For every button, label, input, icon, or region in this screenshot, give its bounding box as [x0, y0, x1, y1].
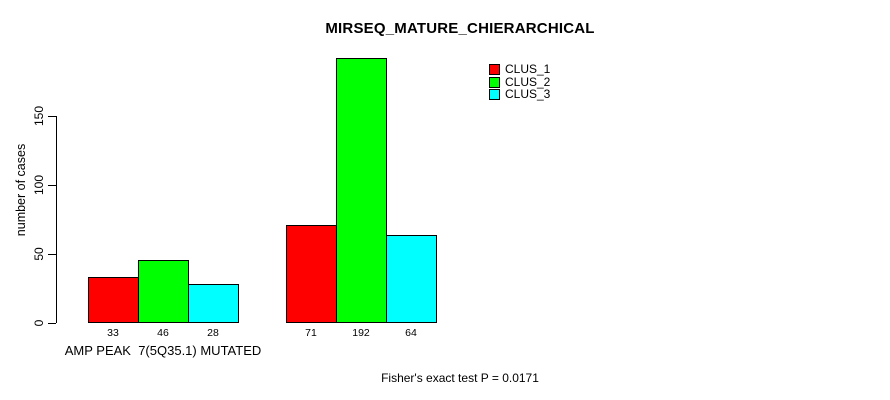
bar-clus_2-group1	[138, 260, 189, 323]
bar-value-label: 33	[107, 327, 119, 339]
bar-clus_2-group2	[336, 58, 387, 323]
y-tick-label: 100	[32, 174, 46, 196]
y-tick-label: 0	[32, 319, 46, 327]
y-tick-mark	[48, 184, 56, 186]
y-tick-mark	[48, 253, 56, 255]
y-tick-label: 150	[32, 105, 46, 127]
bar-value-label: 71	[305, 327, 317, 339]
legend-label: CLUS_1	[505, 62, 551, 76]
bar-clus_1-group2	[286, 225, 337, 323]
bar-value-label: 64	[405, 327, 417, 339]
y-tick-label: 50	[32, 247, 46, 261]
legend-swatch-clus_2	[489, 76, 500, 88]
x-axis-group-label: AMP PEAK 7(5Q35.1) MUTATED	[64, 343, 262, 358]
bar-clus_1-group1	[88, 277, 139, 323]
y-axis-line	[56, 116, 57, 323]
bar-clus_3-group1	[188, 284, 239, 323]
bar-clus_3-group2	[386, 235, 437, 323]
legend-swatch-clus_1	[489, 64, 500, 75]
y-axis-title: number of cases	[14, 143, 28, 237]
bar-value-label: 46	[157, 327, 169, 339]
y-tick-mark	[48, 115, 56, 117]
y-tick-mark	[48, 322, 56, 324]
fisher-test-note: Fisher's exact test P = 0.0171	[381, 371, 539, 385]
bar-value-label: 28	[207, 327, 219, 339]
legend-label: CLUS_3	[505, 87, 551, 102]
legend-label: CLUS_2	[505, 74, 551, 89]
bar-value-label: 192	[352, 327, 370, 339]
chart-title: MIRSEQ_MATURE_CHIERARCHICAL	[325, 20, 595, 37]
legend-swatch-clus_3	[489, 89, 500, 101]
